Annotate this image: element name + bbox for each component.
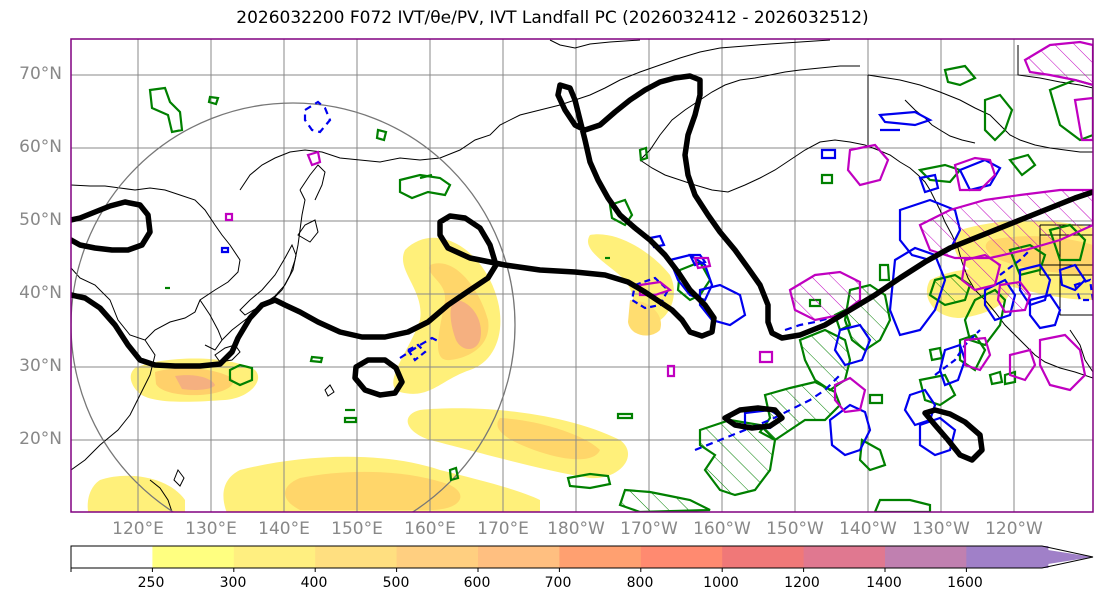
lon-label-140e: 140°E [258, 519, 310, 539]
lon-label-150w: 150°W [766, 519, 824, 539]
landfall-radius-circle [71, 102, 516, 512]
colorbar-segment [722, 546, 805, 568]
colorbar-tick-label: 1400 [866, 575, 902, 591]
colorbar-segment [152, 546, 235, 568]
graticule [71, 39, 1093, 512]
colorbar-outline [70, 545, 1094, 569]
colorbar-segment [396, 546, 479, 568]
lat-label-40n: 40°N [19, 283, 62, 303]
lat-label-50n: 50°N [19, 210, 62, 230]
lon-label-120w: 120°W [985, 519, 1043, 539]
lat-label-30n: 30°N [19, 356, 62, 376]
colorbar-segment [315, 546, 398, 568]
lon-label-180w: 180°W [547, 519, 605, 539]
lon-label-120e: 120°E [112, 519, 164, 539]
colorbar-segment [233, 546, 316, 568]
lon-label-130e: 130°E [185, 519, 237, 539]
coastlines [71, 39, 1093, 512]
colorbar-extension-arrow [966, 546, 1093, 568]
colorbar-tick-label: 700 [544, 575, 572, 591]
colorbar-tick-label: 400 [300, 575, 328, 591]
lon-label-160e: 160°E [404, 519, 456, 539]
ivt-colorbar [70, 545, 1094, 572]
colorbar-segment [640, 546, 723, 568]
colorbar-tick-label: 300 [219, 575, 247, 591]
colorbar-tick-label: 1600 [947, 575, 983, 591]
colorbar-tick-label: 250 [137, 575, 165, 591]
lon-label-150e: 150°E [331, 519, 383, 539]
lon-label-170e: 170°E [477, 519, 529, 539]
lon-label-130w: 130°W [912, 519, 970, 539]
colorbar-tick-label: 800 [626, 575, 654, 591]
colorbar-tick-label: 600 [463, 575, 491, 591]
colorbar-segment [478, 546, 560, 568]
lon-label-160w: 160°W [693, 519, 751, 539]
colorbar-segment [559, 546, 642, 568]
lat-label-70n: 70°N [19, 64, 62, 84]
colorbar-tick-label: 1200 [784, 575, 820, 591]
colorbar-segment [885, 546, 967, 568]
map-title: 2026032200 F072 IVT/θe/PV, IVT Landfall … [236, 8, 869, 28]
map-frame [70, 38, 1094, 513]
lat-label-20n: 20°N [19, 429, 62, 449]
colorbar-tick-label: 1000 [703, 575, 739, 591]
colorbar-segment [803, 546, 886, 568]
lon-label-170w: 170°W [620, 519, 678, 539]
lat-label-60n: 60°N [19, 137, 62, 157]
colorbar-segment [71, 546, 153, 568]
lon-label-140w: 140°W [839, 519, 897, 539]
theta-e-contours [71, 73, 1093, 463]
colorbar-tick-label: 500 [382, 575, 410, 591]
